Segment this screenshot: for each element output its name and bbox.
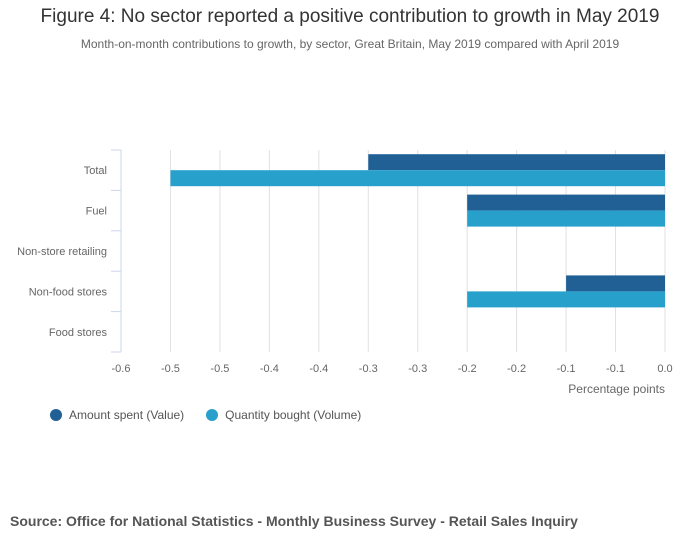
legend-marker-value	[50, 409, 62, 421]
x-tick-label: -0.1	[557, 363, 576, 375]
bar-value[interactable]	[566, 275, 665, 292]
x-tick-label: -0.5	[210, 363, 229, 375]
x-axis-title: Percentage points	[568, 382, 665, 396]
category-label: Total	[84, 165, 107, 177]
bar-volume[interactable]	[170, 170, 666, 187]
legend-label-volume: Quantity bought (Volume)	[225, 408, 362, 422]
chart-subtitle: Month-on-month contributions to growth, …	[80, 37, 620, 51]
x-tick-label: -0.2	[458, 363, 477, 375]
x-tick-label: -0.2	[507, 363, 526, 375]
bar-value[interactable]	[467, 194, 665, 211]
category-label: Fuel	[86, 206, 107, 218]
x-tick-label: -0.3	[408, 363, 427, 375]
category-label: Non-store retailing	[17, 246, 107, 258]
category-label: Non-food stores	[29, 286, 108, 298]
value-axis: -0.6 -0.5 -0.5 -0.4 -0.4 -0.3 -0.3 -0.2 -0.2 -0.1…	[112, 363, 673, 375]
x-tick-label: -0.5	[161, 363, 180, 375]
bar-volume[interactable]	[467, 210, 665, 227]
x-tick-label: -0.6	[112, 363, 131, 375]
x-tick-label: -0.4	[260, 363, 279, 375]
bars	[170, 154, 666, 308]
legend-marker-volume	[206, 409, 219, 421]
x-tick-label: -0.3	[359, 363, 378, 375]
x-tick-label: -0.1	[606, 363, 625, 375]
legend: Amount spent (Value) Quantity bought (Vo…	[50, 408, 383, 422]
chart-title: Figure 4: No sector reported a positive …	[40, 6, 660, 27]
category-axis: Total Fuel Non-store retailing Non-food sto…	[17, 149, 122, 353]
legend-label-value: Amount spent (Value)	[69, 408, 185, 422]
bar-value[interactable]	[368, 154, 665, 171]
x-tick-label: 0.0	[657, 363, 672, 375]
category-label: Food stores	[49, 327, 108, 339]
x-tick-label: -0.4	[309, 363, 328, 375]
bar-volume[interactable]	[467, 291, 665, 308]
source-note: Source: Office for National Statistics -…	[10, 513, 578, 529]
legend-item-value[interactable]: Amount spent (Value)	[50, 408, 184, 422]
legend-item-volume[interactable]: Quantity bought (Volume)	[206, 408, 361, 422]
